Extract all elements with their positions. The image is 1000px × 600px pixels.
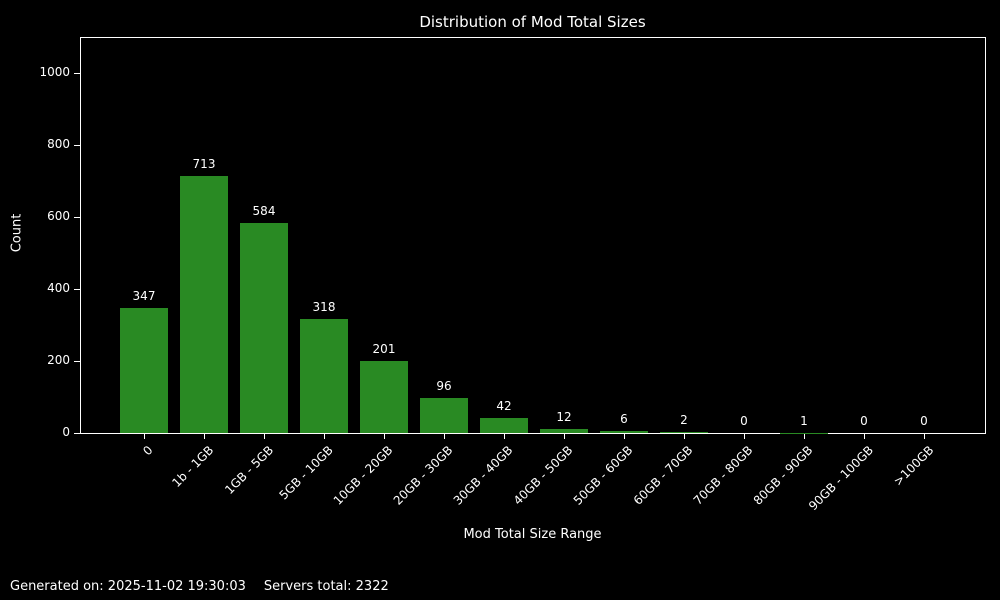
y-axis-tick bbox=[74, 288, 80, 290]
bar bbox=[240, 222, 288, 433]
x-axis-tick-label: 1b - 1GB bbox=[168, 443, 216, 490]
x-axis-tick-label: 50GB - 60GB bbox=[571, 443, 636, 508]
bar-value-label: 0 bbox=[740, 414, 748, 428]
generated-timestamp: Generated on: 2025-11-02 19:30:03 bbox=[10, 579, 246, 594]
y-axis-tick bbox=[74, 360, 80, 362]
y-axis-tick-label: 1000 bbox=[39, 64, 70, 79]
bar-value-label: 318 bbox=[312, 299, 336, 314]
bar bbox=[300, 318, 348, 433]
bar-value-label: 2 bbox=[680, 413, 688, 428]
bar-value-label: 201 bbox=[372, 341, 396, 356]
servers-total: Servers total: 2322 bbox=[263, 579, 389, 594]
chart-title: Distribution of Mod Total Sizes bbox=[419, 13, 646, 31]
x-axis-tick-label: 80GB - 90GB bbox=[751, 443, 816, 508]
bar-value-label: 6 bbox=[620, 411, 628, 426]
x-axis-tick bbox=[203, 434, 205, 439]
bar bbox=[120, 308, 168, 433]
bar bbox=[540, 428, 588, 433]
bar-value-label: 347 bbox=[132, 289, 156, 304]
x-axis-tick bbox=[443, 434, 445, 439]
x-axis-tick bbox=[263, 434, 265, 439]
bar bbox=[360, 360, 408, 433]
x-axis-tick-label: 20GB - 30GB bbox=[391, 443, 456, 508]
y-axis-tick bbox=[74, 144, 80, 146]
x-axis-tick bbox=[923, 434, 925, 439]
x-axis-tick bbox=[743, 434, 745, 439]
x-axis-tick-label: 0 bbox=[140, 443, 156, 459]
bar bbox=[660, 432, 708, 433]
x-axis-title: Mod Total Size Range bbox=[463, 527, 602, 542]
x-axis-tick-label: 60GB - 70GB bbox=[631, 443, 696, 508]
x-axis-tick bbox=[623, 434, 625, 439]
plot-area bbox=[80, 37, 986, 434]
footer: Generated on: 2025-11-02 19:30:03 Server… bbox=[10, 579, 389, 594]
x-axis-tick-label: 1GB - 5GB bbox=[221, 443, 276, 497]
x-axis-tick bbox=[323, 434, 325, 439]
y-axis-tick bbox=[74, 72, 80, 74]
bar-value-label: 12 bbox=[556, 409, 572, 424]
bar-value-label: 96 bbox=[436, 379, 452, 394]
bar-value-label: 584 bbox=[252, 203, 276, 218]
x-axis-tick bbox=[863, 434, 865, 439]
bar-value-label: 713 bbox=[192, 157, 216, 172]
bar-value-label: 0 bbox=[920, 414, 928, 428]
y-axis-tick-label: 200 bbox=[47, 352, 70, 367]
bar bbox=[600, 430, 648, 433]
y-axis-title: Count bbox=[9, 213, 25, 253]
x-axis-tick-label: 5GB - 10GB bbox=[276, 443, 336, 503]
x-axis-tick bbox=[503, 434, 505, 439]
bar-value-label: 42 bbox=[496, 398, 512, 413]
x-axis-tick bbox=[683, 434, 685, 439]
y-axis-tick-label: 0 bbox=[62, 424, 70, 439]
x-axis-tick bbox=[143, 434, 145, 439]
x-axis-tick-label: 40GB - 50GB bbox=[511, 443, 576, 508]
x-axis-tick-label: 30GB - 40GB bbox=[451, 443, 516, 508]
bar-value-label: 0 bbox=[860, 414, 868, 428]
x-axis-tick bbox=[383, 434, 385, 439]
y-axis-tick bbox=[74, 216, 80, 218]
x-axis-tick bbox=[803, 434, 805, 439]
x-axis-tick bbox=[563, 434, 565, 439]
bar bbox=[420, 398, 468, 433]
bar bbox=[180, 176, 228, 433]
x-axis-tick-label: 90GB - 100GB bbox=[805, 443, 876, 514]
y-axis-tick-label: 800 bbox=[47, 136, 70, 151]
x-axis-tick-label: 10GB - 20GB bbox=[331, 443, 396, 508]
y-axis-tick-label: 600 bbox=[47, 208, 70, 223]
y-axis-tick bbox=[74, 432, 80, 434]
y-axis-tick-label: 400 bbox=[47, 280, 70, 295]
bar-value-label: 1 bbox=[800, 413, 808, 428]
x-axis-tick-label: 70GB - 80GB bbox=[691, 443, 756, 508]
bar bbox=[480, 417, 528, 433]
x-axis-tick-label: >100GB bbox=[890, 443, 936, 489]
